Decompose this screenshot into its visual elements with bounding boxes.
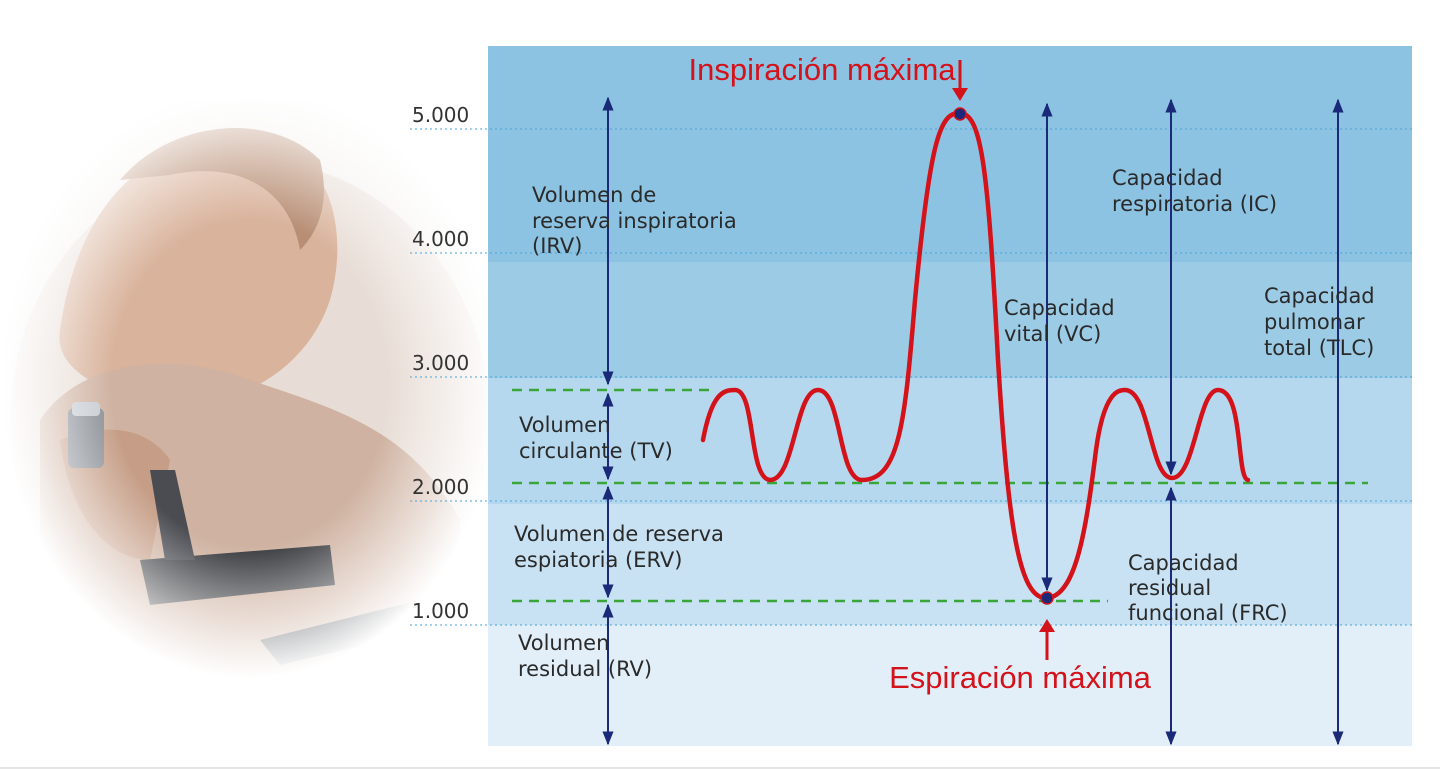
max-inspiration-point <box>953 107 967 121</box>
svg-text:reserva inspiratoria: reserva inspiratoria <box>532 209 737 233</box>
y-tick-label: 3.000 <box>412 351 469 375</box>
svg-text:total (TLC): total (TLC) <box>1264 336 1374 360</box>
frc-label: Capacidad residual funcional (FRC) <box>1128 551 1288 625</box>
svg-text:Capacidad: Capacidad <box>1264 284 1375 308</box>
svg-text:(IRV): (IRV) <box>532 234 582 258</box>
y-tick-label: 5.000 <box>412 103 469 127</box>
grid-lines <box>410 128 1412 626</box>
svg-text:Volumen de: Volumen de <box>532 183 656 207</box>
svg-text:pulmonar: pulmonar <box>1264 310 1365 334</box>
y-tick-label: 4.000 <box>412 227 469 251</box>
measurement-arrows <box>602 96 1344 746</box>
svg-text:espiatoria (ERV): espiatoria (ERV) <box>514 548 682 572</box>
svg-text:Volumen: Volumen <box>518 631 609 655</box>
max-inspiration-label: Inspiración máxima <box>688 52 956 87</box>
athlete-photo <box>0 100 500 690</box>
y-axis-tick-labels: 5.000 4.000 3.000 2.000 1.000 <box>412 103 469 623</box>
svg-text:funcional (FRC): funcional (FRC) <box>1128 601 1288 625</box>
erv-label: Volumen de reserva espiatoria (ERV) <box>514 522 724 572</box>
irv-label: Volumen de reserva inspiratoria (IRV) <box>532 183 737 258</box>
svg-text:Volumen: Volumen <box>519 413 610 437</box>
volume-bands <box>488 46 1412 746</box>
tlc-label: Capacidad pulmonar total (TLC) <box>1264 284 1375 360</box>
annotation-pointers <box>952 60 1055 660</box>
svg-text:vital (VC): vital (VC) <box>1004 322 1101 346</box>
max-expiration-label: Espiración máxima <box>889 660 1152 695</box>
y-tick-label: 2.000 <box>412 475 469 499</box>
svg-text:respiratoria (IC): respiratoria (IC) <box>1112 192 1277 216</box>
y-tick-label: 1.000 <box>412 599 469 623</box>
svg-text:residual: residual <box>1128 576 1211 600</box>
svg-text:residual (RV): residual (RV) <box>518 657 652 681</box>
vc-label: Capacidad vital (VC) <box>1004 296 1115 346</box>
respiration-curve <box>700 110 1251 601</box>
dashed-levels <box>512 388 1368 603</box>
svg-text:Capacidad: Capacidad <box>1128 551 1239 575</box>
tv-label: Volumen circulante (TV) <box>519 413 673 463</box>
ic-label: Capacidad respiratoria (IC) <box>1112 166 1277 216</box>
svg-text:Capacidad: Capacidad <box>1112 166 1223 190</box>
svg-text:Volumen de reserva: Volumen de reserva <box>514 522 724 546</box>
rv-label: Volumen residual (RV) <box>518 631 652 681</box>
max-expiration-point <box>1040 591 1054 605</box>
svg-text:circulante (TV): circulante (TV) <box>519 439 673 463</box>
svg-text:Capacidad: Capacidad <box>1004 296 1115 320</box>
